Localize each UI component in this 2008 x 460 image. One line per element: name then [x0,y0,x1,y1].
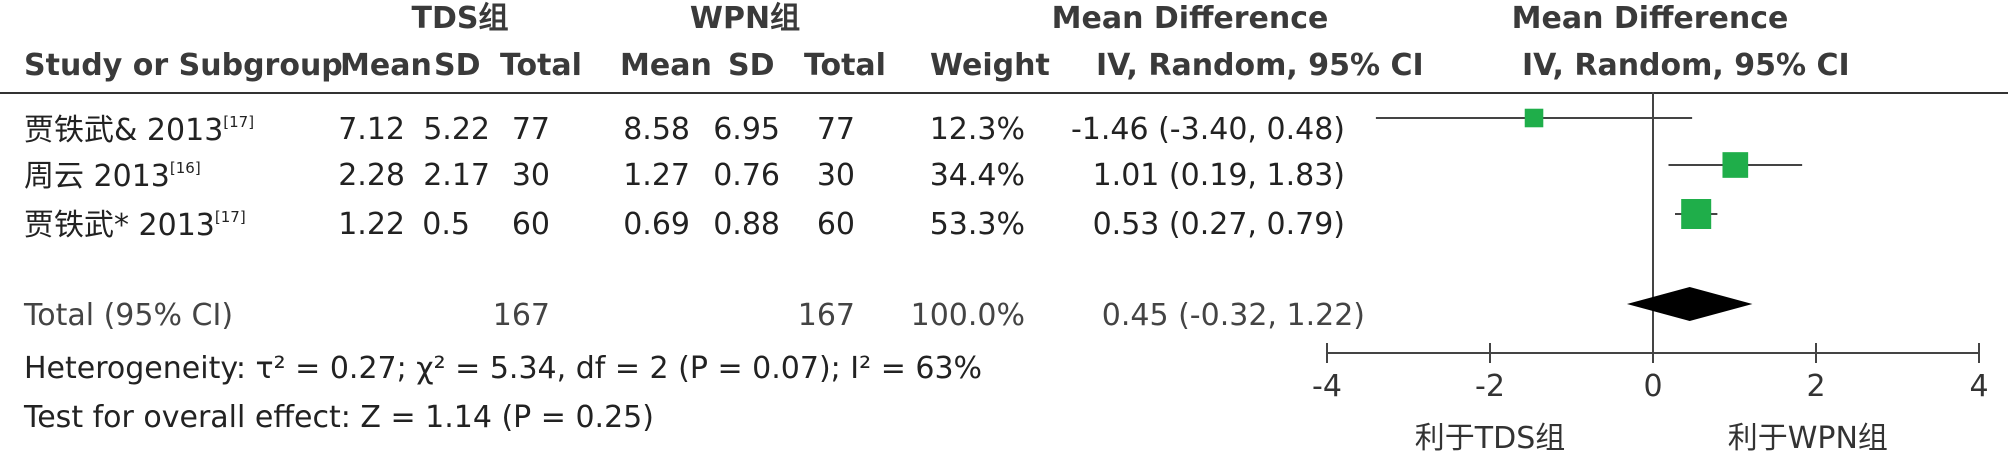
mean1-cell: 7.12 [338,112,405,147]
weight-header: Weight [930,48,1050,83]
weight-cell: 12.3% [929,112,1025,147]
mean2-header: Mean [620,48,712,83]
total1-header: Total [500,48,582,83]
md-header-right: Mean Difference [1511,1,1789,36]
x-tick-label: -2 [1475,369,1505,404]
sd1-cell: 2.17 [423,158,490,193]
total2-cell: 77 [816,112,855,147]
x-tick-label: 0 [1643,369,1662,404]
mean1-cell: 2.28 [338,158,405,193]
weight-cell: 34.4% [929,158,1025,193]
total-ci: 0.45 (-0.32, 1.22) [1101,298,1365,333]
total2-header: Total [804,48,886,83]
mean1-cell: 1.22 [338,207,405,242]
total2-cell: 60 [816,207,855,242]
ci-cell: -1.46 (-3.40, 0.48) [1070,112,1345,147]
ci-header-right: IV, Random, 95% CI [1522,48,1850,83]
ci-cell: 0.53 (0.27, 0.79) [1092,207,1345,242]
favours-left-label: 利于TDS组 [1415,421,1565,456]
total2-sum: 167 [797,298,855,333]
mean2-cell: 1.27 [623,158,690,193]
overall-effect-text: Test for overall effect: Z = 1.14 (P = 0… [24,400,654,435]
total2-cell: 30 [816,158,855,193]
md-header-left: Mean Difference [1051,1,1329,36]
sd1-cell: 5.22 [423,112,490,147]
sd1-header: SD [434,48,481,83]
study-name: 周云 2013[16] [24,159,201,194]
effect-square [1722,152,1749,178]
effect-square [1524,108,1544,128]
x-tick-label: 2 [1806,369,1825,404]
total-weight: 100.0% [910,298,1025,333]
total-label: Total (95% CI) [24,298,234,333]
sd2-header: SD [728,48,775,83]
header-divider [0,92,2008,94]
weight-cell: 53.3% [929,207,1025,242]
study-name: 贾铁武& 2013[17] [24,113,255,148]
total1-cell: 60 [511,207,550,242]
mean2-cell: 8.58 [623,112,690,147]
total1-cell: 77 [511,112,550,147]
ci-cell: 1.01 (0.19, 1.83) [1092,158,1345,193]
study-col-header: Study or Subgroup [24,48,343,83]
total1-cell: 30 [511,158,550,193]
heterogeneity-text: Heterogeneity: τ² = 0.27; χ² = 5.34, df … [24,351,983,386]
group1-header: TDS组 [411,1,509,36]
effect-square [1681,199,1712,229]
favours-right-label: 利于WPN组 [1728,421,1888,456]
sd1-cell: 0.5 [422,207,470,242]
total1-sum: 167 [492,298,550,333]
x-tick-label: 4 [1969,369,1988,404]
pooled-diamond [1626,287,1753,321]
mean2-cell: 0.69 [623,207,690,242]
study-name: 贾铁武* 2013[17] [24,208,246,243]
sd2-cell: 6.95 [713,112,780,147]
mean1-header: Mean [340,48,432,83]
group2-header: WPN组 [689,1,801,36]
x-tick-label: -4 [1312,369,1342,404]
ci-header-left: IV, Random, 95% CI [1096,48,1424,83]
sd2-cell: 0.76 [713,158,780,193]
sd2-cell: 0.88 [713,207,780,242]
